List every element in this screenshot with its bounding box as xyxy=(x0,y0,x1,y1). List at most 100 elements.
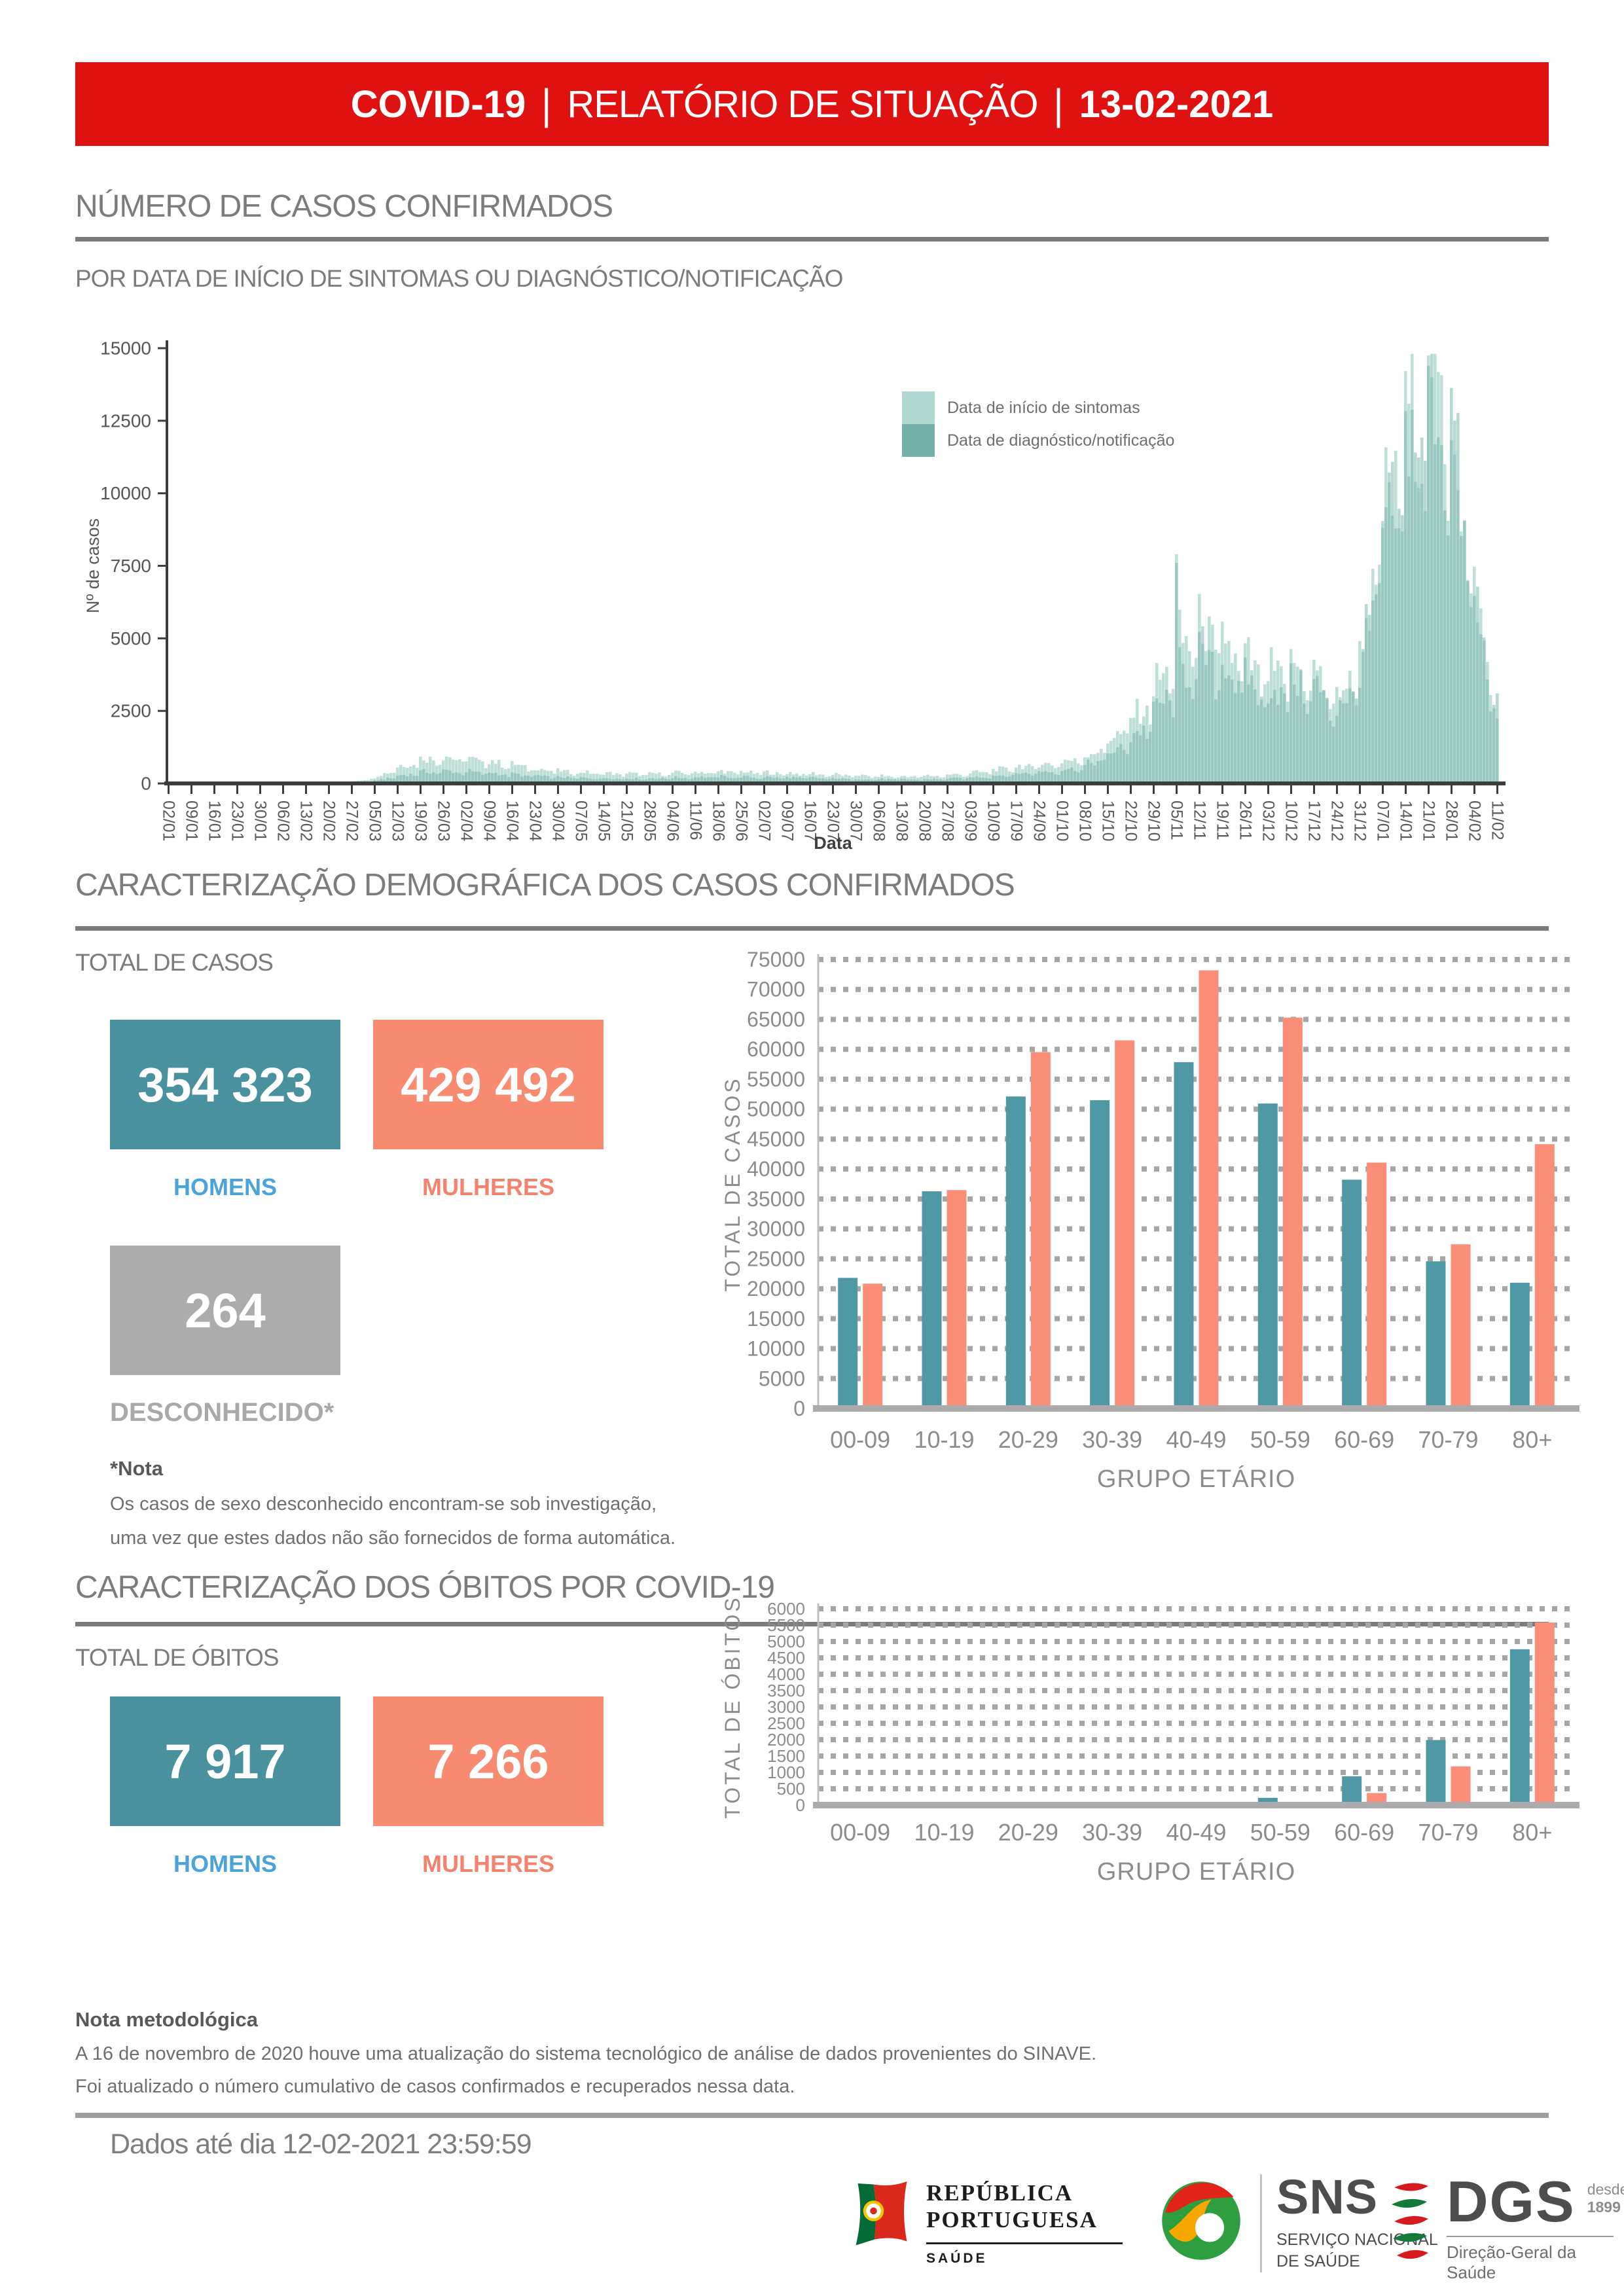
svg-text:31/12: 31/12 xyxy=(1351,800,1369,842)
svg-text:30/07: 30/07 xyxy=(847,800,865,842)
methodology-title: Nota metodológica xyxy=(75,2008,259,2031)
section-title-cases: NÚMERO DE CASOS CONFIRMADOS xyxy=(75,189,613,224)
svg-text:00-09: 00-09 xyxy=(830,1819,890,1846)
svg-text:0: 0 xyxy=(141,774,151,794)
svg-text:09/07: 09/07 xyxy=(778,800,797,842)
svg-text:GRUPO ETÁRIO: GRUPO ETÁRIO xyxy=(1097,1857,1295,1886)
svg-text:Data de início de sintomas: Data de início de sintomas xyxy=(947,399,1140,417)
men-label: HOMENS xyxy=(173,1850,277,1877)
svg-text:13/02: 13/02 xyxy=(297,800,316,842)
svg-text:00-09: 00-09 xyxy=(830,1426,890,1453)
svg-text:70000: 70000 xyxy=(747,978,805,1001)
svg-text:1500: 1500 xyxy=(767,1746,805,1766)
republica-portuguesa-logo: REPÚBLICA PORTUGUESA SAÚDE xyxy=(926,2179,1123,2267)
section-title-deaths: CARACTERIZAÇÃO DOS ÓBITOS POR COVID-19 xyxy=(75,1570,775,1605)
methodology-line-2: Foi atualizado o número cumulativo de ca… xyxy=(75,2076,795,2097)
svg-text:30/04: 30/04 xyxy=(549,800,568,842)
svg-text:20/08: 20/08 xyxy=(916,800,934,842)
men-label: HOMENS xyxy=(173,1174,277,1200)
svg-text:GRUPO ETÁRIO: GRUPO ETÁRIO xyxy=(1097,1465,1295,1493)
svg-text:2500: 2500 xyxy=(111,701,151,721)
banner-title-report: RELATÓRIO DE SITUAÇÃO xyxy=(567,82,1038,126)
svg-text:50000: 50000 xyxy=(747,1098,805,1121)
svg-text:11/06: 11/06 xyxy=(687,800,705,840)
women-label: MULHERES xyxy=(422,1850,554,1877)
svg-text:09/04: 09/04 xyxy=(480,800,499,842)
svg-text:28/01: 28/01 xyxy=(1443,800,1461,842)
svg-text:60-69: 60-69 xyxy=(1334,1426,1394,1453)
svg-text:22/10: 22/10 xyxy=(1122,800,1140,842)
svg-text:17/09: 17/09 xyxy=(1007,800,1026,842)
svg-text:0: 0 xyxy=(796,1795,805,1815)
svg-text:20/02: 20/02 xyxy=(320,800,338,842)
svg-text:23/07: 23/07 xyxy=(824,800,842,842)
svg-text:02/01: 02/01 xyxy=(160,800,178,842)
banner-title-date: 13-02-2021 xyxy=(1079,82,1274,126)
svg-text:13/08: 13/08 xyxy=(893,800,911,842)
svg-text:2000: 2000 xyxy=(767,1730,805,1749)
svg-text:14/05: 14/05 xyxy=(595,800,613,842)
svg-text:20-29: 20-29 xyxy=(998,1819,1058,1846)
banner-separator: | xyxy=(1053,80,1064,128)
svg-text:05/11: 05/11 xyxy=(1168,800,1186,840)
svg-text:10-19: 10-19 xyxy=(914,1819,974,1846)
svg-text:08/10: 08/10 xyxy=(1076,800,1094,842)
unknown-label: DESCONHECIDO* xyxy=(110,1398,334,1427)
data-until-text: Dados até dia 12-02-2021 23:59:59 xyxy=(110,2128,532,2160)
women-label: MULHERES xyxy=(422,1174,554,1200)
svg-text:10000: 10000 xyxy=(100,483,151,503)
svg-text:50-59: 50-59 xyxy=(1250,1819,1310,1846)
svg-text:Data de diagnóstico/notificaçã: Data de diagnóstico/notificação xyxy=(947,431,1174,450)
svg-text:24/09: 24/09 xyxy=(1030,800,1049,842)
svg-text:5000: 5000 xyxy=(111,628,151,649)
svg-text:25000: 25000 xyxy=(747,1247,805,1270)
svg-text:18/06: 18/06 xyxy=(710,800,728,842)
svg-text:24/12: 24/12 xyxy=(1328,800,1346,842)
total-cases-unknown-box: 264 xyxy=(110,1246,340,1375)
methodology-line-1: A 16 de novembro de 2020 houve uma atual… xyxy=(75,2043,1097,2064)
svg-text:2500: 2500 xyxy=(767,1713,805,1733)
total-cases-women-box: 429 492 xyxy=(373,1020,604,1149)
svg-text:3000: 3000 xyxy=(767,1697,805,1717)
svg-text:40-49: 40-49 xyxy=(1166,1819,1226,1846)
cases-by-age-chart: 0 5000 10000 15000 20000 25000 30000 35000 40000… xyxy=(721,948,1579,1493)
svg-text:12/11: 12/11 xyxy=(1191,800,1209,840)
svg-text:23/01: 23/01 xyxy=(228,800,247,842)
svg-text:10/12: 10/12 xyxy=(1282,800,1301,842)
banner-separator: | xyxy=(541,80,552,128)
svg-text:60-69: 60-69 xyxy=(1334,1819,1394,1846)
total-deaths-women-box: 7 266 xyxy=(373,1696,604,1826)
section-rule xyxy=(75,1622,1549,1626)
section-rule xyxy=(75,237,1549,242)
svg-text:35000: 35000 xyxy=(747,1187,805,1211)
svg-text:14/01: 14/01 xyxy=(1397,800,1415,842)
note-title: *Nota xyxy=(110,1457,163,1480)
svg-text:TOTAL DE ÓBITOS: TOTAL DE ÓBITOS xyxy=(721,1595,744,1819)
banner-title-covid: COVID-19 xyxy=(350,82,526,126)
total-cases-men-box: 354 323 xyxy=(110,1020,340,1149)
svg-text:30000: 30000 xyxy=(747,1217,805,1241)
svg-text:19/11: 19/11 xyxy=(1214,800,1232,840)
svg-text:20-29: 20-29 xyxy=(998,1426,1058,1453)
svg-text:3500: 3500 xyxy=(767,1681,805,1700)
svg-text:25/06: 25/06 xyxy=(732,800,751,842)
svg-text:12/03: 12/03 xyxy=(389,800,407,842)
svg-text:5000: 5000 xyxy=(759,1367,805,1390)
total-cases-label: TOTAL DE CASOS xyxy=(75,949,274,976)
svg-text:30/01: 30/01 xyxy=(251,800,270,842)
svg-text:10-19: 10-19 xyxy=(914,1426,974,1453)
svg-text:1000: 1000 xyxy=(767,1763,805,1782)
svg-text:6000: 6000 xyxy=(767,1599,805,1619)
svg-text:30-39: 30-39 xyxy=(1082,1819,1142,1846)
note-line-2: uma vez que estes dados não são fornecid… xyxy=(110,1528,676,1549)
republica-divider xyxy=(926,2242,1123,2244)
svg-text:Nº de casos: Nº de casos xyxy=(83,518,103,613)
svg-text:02/04: 02/04 xyxy=(458,800,476,842)
svg-text:500: 500 xyxy=(777,1779,805,1799)
svg-text:21/01: 21/01 xyxy=(1420,800,1438,842)
svg-text:11/02: 11/02 xyxy=(1489,800,1507,840)
svg-text:16/04: 16/04 xyxy=(503,800,522,842)
svg-text:15/10: 15/10 xyxy=(1099,800,1117,842)
sns-divider xyxy=(1260,2174,1262,2272)
